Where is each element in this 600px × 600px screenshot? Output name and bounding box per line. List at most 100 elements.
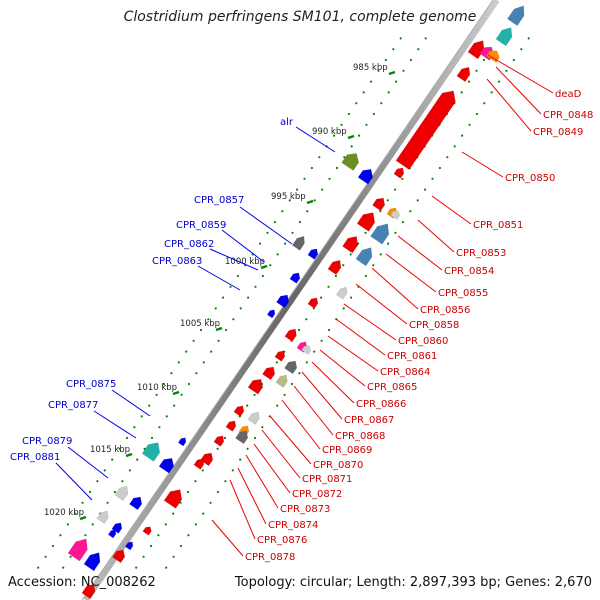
gene-forward[interactable] xyxy=(266,308,276,319)
gene-label[interactable]: CPR_0849 xyxy=(533,127,583,138)
gene-label[interactable]: CPR_0881 xyxy=(10,452,60,463)
gene-reverse[interactable] xyxy=(112,547,127,564)
gene-forward[interactable] xyxy=(107,528,117,539)
gene-label[interactable]: CPR_0851 xyxy=(473,220,523,231)
guide-dot xyxy=(498,80,501,83)
gene-label[interactable]: CPR_0873 xyxy=(280,504,330,515)
guide-dot xyxy=(202,512,205,515)
gene-forward[interactable] xyxy=(158,455,177,474)
gene-block[interactable] xyxy=(507,2,528,26)
gene-forward[interactable] xyxy=(177,436,187,447)
gene-forward[interactable] xyxy=(83,549,104,572)
gene-label[interactable]: CPR_0865 xyxy=(367,382,417,393)
guide-dot xyxy=(187,534,190,537)
gene-reverse[interactable] xyxy=(163,486,186,509)
gene-block[interactable] xyxy=(355,244,376,267)
gene-label[interactable]: CPR_0858 xyxy=(409,320,459,331)
gene-forward[interactable] xyxy=(307,247,320,260)
gene-reverse[interactable] xyxy=(356,209,379,232)
gene-label[interactable]: CPR_0848 xyxy=(543,110,593,121)
gene-reverse[interactable] xyxy=(247,376,266,395)
gene-forward[interactable] xyxy=(291,234,307,251)
gene-label[interactable]: CPR_0862 xyxy=(164,239,214,250)
leader-line xyxy=(229,479,256,540)
gene-forward[interactable] xyxy=(276,292,291,309)
gene-block[interactable] xyxy=(370,220,394,245)
gene-forward[interactable] xyxy=(141,439,164,462)
gene-label[interactable]: CPR_0869 xyxy=(322,445,372,456)
gene-block[interactable] xyxy=(247,410,262,425)
guide-dot xyxy=(283,393,286,396)
gene-block[interactable] xyxy=(335,285,349,300)
gene-label[interactable]: CPR_0857 xyxy=(194,195,244,206)
gene-label[interactable]: CPR_0872 xyxy=(292,489,342,500)
gene-forward[interactable] xyxy=(289,271,302,284)
gene-block[interactable] xyxy=(301,343,312,355)
leader-line xyxy=(397,235,443,271)
tick-mark xyxy=(215,326,223,332)
gene-label[interactable]: CPR_0855 xyxy=(438,288,488,299)
gene-forward[interactable] xyxy=(124,540,134,551)
gene-reverse[interactable] xyxy=(225,419,238,432)
gene-forward[interactable] xyxy=(357,166,376,185)
gene-label[interactable]: alr xyxy=(280,117,294,128)
gene-forward[interactable] xyxy=(341,149,363,171)
gene-label[interactable]: CPR_0866 xyxy=(356,399,406,410)
gene-reverse[interactable] xyxy=(262,364,277,381)
gene-reverse[interactable] xyxy=(193,457,206,470)
gene-label[interactable]: CPR_0856 xyxy=(420,305,470,316)
gene-forward[interactable] xyxy=(111,521,124,534)
gene-label[interactable]: CPR_0850 xyxy=(505,173,555,184)
gene-label[interactable]: CPR_0861 xyxy=(387,351,437,362)
guide-dot xyxy=(133,426,136,429)
gene-label[interactable]: CPR_0853 xyxy=(456,248,506,259)
gene-block[interactable] xyxy=(390,208,401,220)
guide-dot xyxy=(207,318,210,321)
gene-forward[interactable] xyxy=(67,535,92,562)
gene-reverse[interactable] xyxy=(142,525,153,536)
gene-label[interactable]: CPR_0877 xyxy=(48,400,98,411)
gene-label[interactable]: CPR_0870 xyxy=(313,460,363,471)
gene-label[interactable]: CPR_0871 xyxy=(302,474,352,485)
gene-block[interactable] xyxy=(284,358,299,375)
gene-forward[interactable] xyxy=(129,494,144,511)
gene-label[interactable]: CPR_0860 xyxy=(398,336,448,347)
gene-label[interactable]: CPR_0854 xyxy=(444,266,494,277)
gene-reverse[interactable] xyxy=(274,349,287,362)
gene-reverse[interactable] xyxy=(213,434,226,447)
gene-forward[interactable] xyxy=(96,509,111,524)
gene-reverse[interactable] xyxy=(395,86,460,170)
gene-reverse[interactable] xyxy=(456,64,473,82)
gene-block[interactable] xyxy=(235,428,250,445)
gene-label[interactable]: CPR_0874 xyxy=(268,520,318,531)
gene-label[interactable]: CPR_0867 xyxy=(344,415,394,426)
gene-block[interactable] xyxy=(275,373,290,388)
gene-block[interactable] xyxy=(495,24,516,47)
gene-label[interactable]: CPR_0878 xyxy=(245,552,295,563)
gene-reverse[interactable] xyxy=(233,404,246,417)
gene-label[interactable]: CPR_0879 xyxy=(22,436,72,447)
guide-dot xyxy=(84,534,87,537)
guide-dot xyxy=(281,210,284,213)
gene-label[interactable]: CPR_0868 xyxy=(335,431,385,442)
gene-reverse[interactable] xyxy=(342,233,362,254)
gene-reverse[interactable] xyxy=(467,37,488,60)
gene-forward[interactable] xyxy=(114,483,131,501)
gene-reverse[interactable] xyxy=(307,296,320,309)
gene-reverse[interactable] xyxy=(327,257,344,275)
gene-label[interactable]: CPR_0859 xyxy=(176,220,226,231)
guide-dot xyxy=(81,501,84,504)
gene-label[interactable]: CPR_0875 xyxy=(66,379,116,390)
guide-dot xyxy=(88,490,92,494)
leader-line xyxy=(495,66,542,115)
gene-reverse[interactable] xyxy=(393,166,406,179)
gene-reverse[interactable] xyxy=(81,581,98,599)
gene-reverse[interactable] xyxy=(200,450,215,467)
tick-mark xyxy=(172,390,180,396)
gene-label[interactable]: deaD xyxy=(555,89,582,100)
gene-label[interactable]: CPR_0864 xyxy=(380,367,430,378)
gene-label[interactable]: CPR_0876 xyxy=(257,535,307,546)
gene-reverse[interactable] xyxy=(372,195,387,212)
gene-label[interactable]: CPR_0863 xyxy=(152,256,202,267)
gene-reverse[interactable] xyxy=(284,327,299,342)
